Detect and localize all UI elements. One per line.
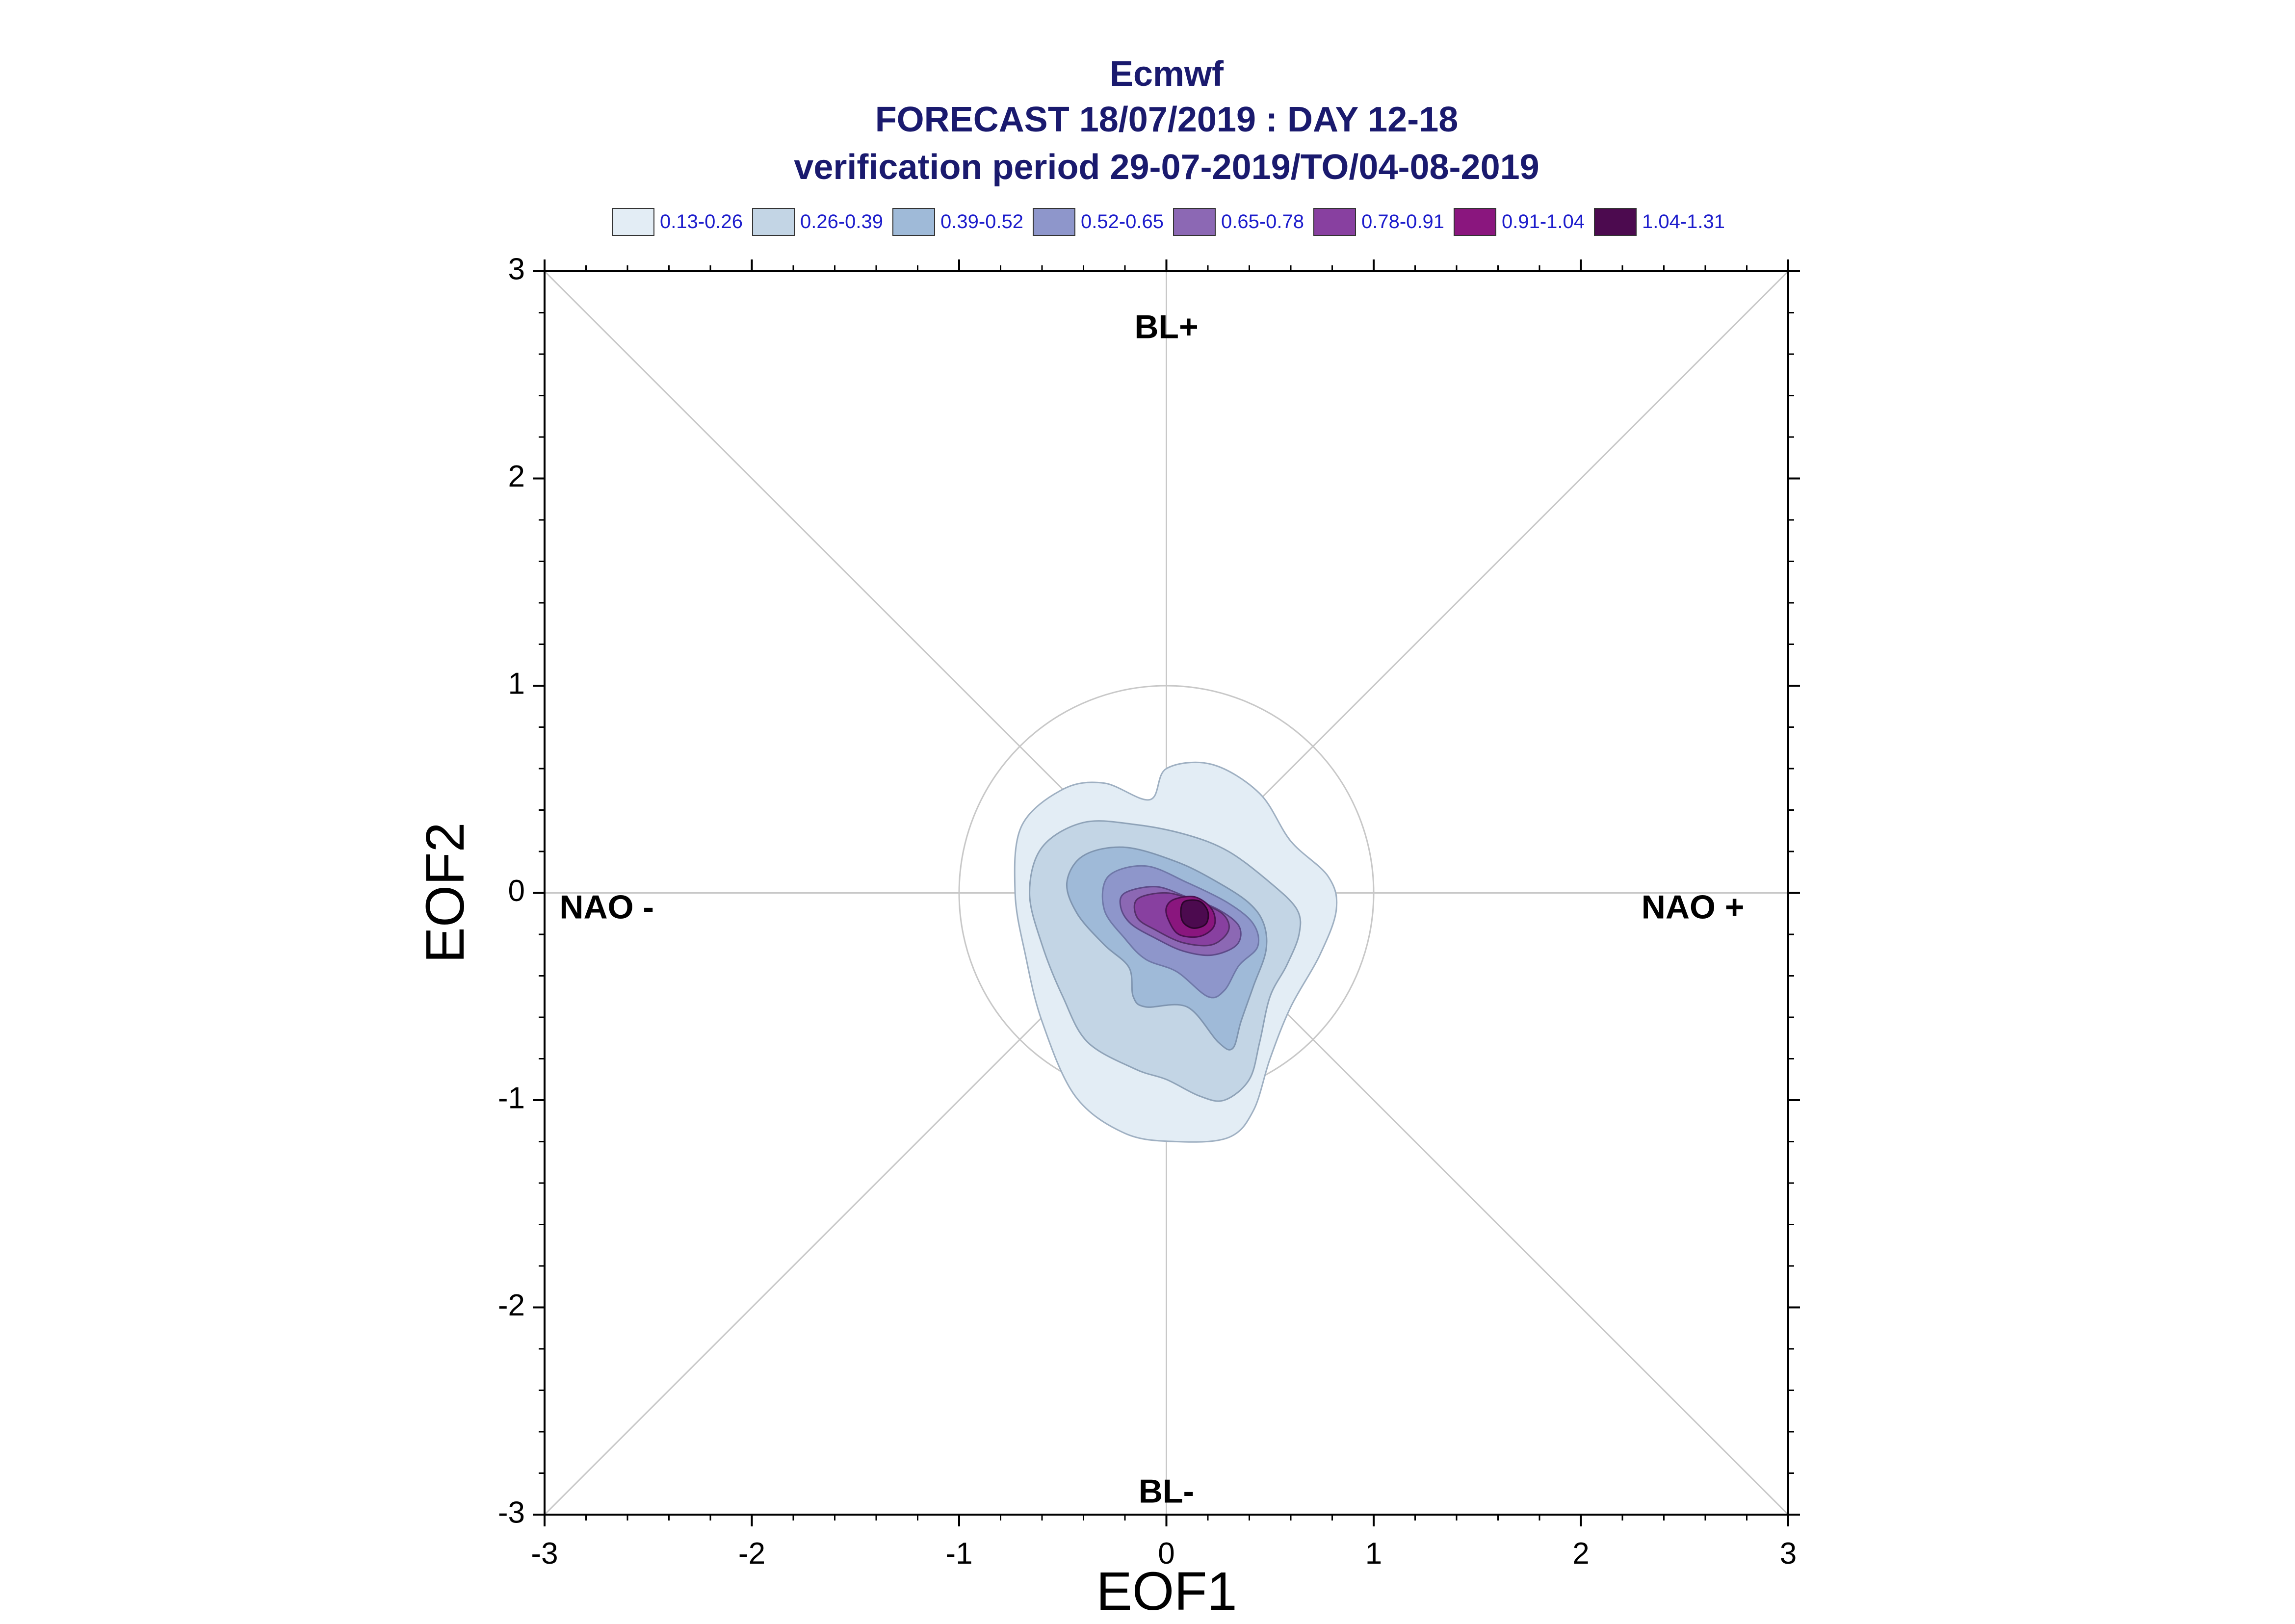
legend-label: 0.39-0.52 (940, 211, 1023, 232)
y-axis-label: EOF2 (415, 822, 475, 963)
legend-label: 0.65-0.78 (1221, 211, 1304, 232)
legend-label: 1.04-1.31 (1642, 211, 1725, 232)
x-tick-label: 2 (1572, 1537, 1589, 1571)
x-tick-label: -1 (945, 1537, 972, 1571)
legend-swatch (1033, 208, 1075, 236)
legend-swatch (612, 208, 654, 236)
y-tick-label: 1 (508, 667, 525, 700)
plot-area: BL+ BL- NAO - NAO + -3 -2 -1 0 1 2 3 -3 -2 -1 0 1 2 3 (498, 252, 1800, 1571)
y-tick-label: -3 (498, 1495, 525, 1529)
y-tick-label: 0 (508, 874, 525, 908)
legend-label: 0.52-0.65 (1081, 211, 1164, 232)
chart-subtitle-verification: verification period 29-07-2019/TO/04-08-… (794, 148, 1539, 187)
chart-subtitle: FORECAST 18/07/2019 : DAY 12-18 (875, 100, 1459, 139)
legend-label: 0.13-0.26 (660, 211, 743, 232)
legend-label: 0.26-0.39 (800, 211, 883, 232)
legend-label: 0.78-0.91 (1361, 211, 1444, 232)
regime-label: BL+ (1134, 308, 1198, 345)
legend-swatch (892, 208, 935, 236)
x-tick-label: -2 (738, 1537, 765, 1571)
legend-swatch (1173, 208, 1216, 236)
regime-label: BL- (1139, 1473, 1194, 1510)
density-contour-level (1180, 899, 1209, 929)
legend-swatch (1313, 208, 1356, 236)
x-axis-label: EOF1 (1096, 1561, 1237, 1622)
y-tick-label: -2 (498, 1289, 525, 1322)
legend-swatch (1594, 208, 1637, 236)
axis-ticks: -3 -2 -1 0 1 2 3 -3 -2 -1 0 1 2 3 (498, 252, 1800, 1571)
regime-label: NAO + (1642, 888, 1745, 926)
regime-labels: BL+ BL- NAO - NAO + (559, 308, 1744, 1510)
chart-legend: 0.13-0.26 0.26-0.39 0.39-0.52 0.52-0.65 0.65… (612, 208, 1725, 236)
legend-label: 0.91-1.04 (1502, 211, 1585, 232)
chart-title: Ecmwf (1110, 54, 1224, 94)
x-tick-label: 1 (1365, 1537, 1382, 1571)
x-tick-label: 3 (1780, 1537, 1797, 1571)
legend-swatch (1454, 208, 1496, 236)
legend-swatch (752, 208, 795, 236)
y-tick-label: 2 (508, 460, 525, 493)
regime-label: NAO - (559, 888, 654, 926)
density-contours (1014, 761, 1338, 1143)
y-tick-label: 3 (508, 252, 525, 286)
x-tick-label: 0 (1158, 1537, 1174, 1571)
x-tick-label: -3 (531, 1537, 558, 1571)
y-tick-label: -1 (498, 1081, 525, 1115)
